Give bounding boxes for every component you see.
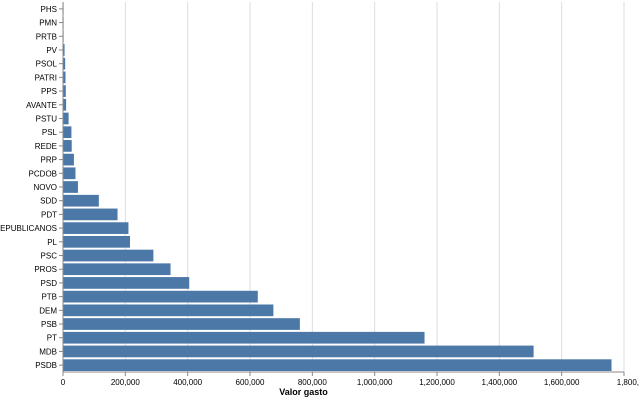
- y-tick-label: PRTB: [36, 32, 57, 41]
- x-tick-label: 1,200,000: [419, 378, 455, 387]
- x-tick-label: 0: [61, 378, 66, 387]
- bar: [63, 222, 129, 234]
- y-tick-label: PV: [46, 46, 57, 55]
- bar: [63, 126, 72, 139]
- bar: [63, 44, 65, 56]
- bar: [63, 71, 66, 84]
- y-tick-label: PSDB: [35, 361, 57, 370]
- x-tick-label: 400,000: [173, 378, 202, 387]
- bar: [63, 304, 274, 317]
- x-tick-label: 1,000,000: [357, 378, 393, 387]
- bar: [63, 359, 612, 371]
- bar: [63, 290, 258, 303]
- bar: [63, 318, 300, 330]
- y-tick-label: REPUBLICANOS: [0, 224, 57, 233]
- bar: [63, 345, 534, 358]
- bars: [63, 3, 612, 371]
- y-tick-label: PSC: [41, 252, 58, 261]
- x-tick-label: 800,000: [298, 378, 327, 387]
- x-tick-label: 1,600,000: [544, 378, 580, 387]
- y-tick-label: PCDOB: [29, 169, 57, 178]
- bar: [63, 194, 99, 207]
- y-tick-label: PRP: [41, 156, 57, 165]
- bar: [63, 167, 76, 180]
- y-tick-label: NOVO: [33, 183, 57, 192]
- y-tick-label: PSL: [42, 128, 58, 137]
- y-tick-label: PHS: [41, 5, 57, 14]
- y-tick-label: MDB: [39, 347, 57, 356]
- y-tick-label: PPS: [41, 87, 57, 96]
- y-tick-label: PMN: [39, 19, 57, 28]
- y-tick-label: PTB: [41, 293, 57, 302]
- x-axis-title: Valor gasto: [279, 387, 328, 397]
- bar: [63, 153, 74, 166]
- bar: [63, 85, 66, 97]
- bar: [63, 235, 131, 248]
- bar: [63, 181, 78, 193]
- y-tick-label: PATRI: [35, 73, 57, 82]
- bar: [63, 140, 72, 152]
- y-tick-label: PDT: [41, 210, 57, 219]
- bar: [63, 208, 118, 221]
- bar: [63, 277, 190, 289]
- y-tick-label: REDE: [35, 142, 57, 151]
- y-tick-label: PT: [47, 334, 57, 343]
- x-tick-label: 1,800,: [617, 378, 639, 387]
- y-axis: PHS PMN PRTB PV PSOL PATRI PPS AVANTE PSTU PSL RED…: [0, 2, 64, 372]
- bar: [63, 249, 154, 262]
- x-tick-label: 200,000: [111, 378, 140, 387]
- y-tick-label: SDD: [40, 197, 57, 206]
- x-axis: 0 200,000 400,000 600,000 800,000 1,000,000 1,…: [61, 371, 639, 387]
- bar: [63, 98, 67, 111]
- bar: [63, 112, 69, 125]
- y-tick-label: DEM: [39, 306, 57, 315]
- bar: [63, 331, 425, 344]
- y-tick-label: AVANTE: [26, 101, 57, 110]
- y-tick-label: PROS: [34, 265, 57, 274]
- x-tick-label: 1,400,000: [482, 378, 518, 387]
- y-tick-label: PSTU: [36, 114, 58, 123]
- grid-lines: [62, 2, 625, 372]
- y-tick-label: PL: [47, 238, 57, 247]
- bar: [63, 263, 171, 276]
- y-tick-label: PSD: [41, 279, 58, 288]
- y-tick-label: PSOL: [36, 60, 58, 69]
- y-tick-label: PSB: [41, 320, 57, 329]
- bar: [63, 57, 66, 70]
- x-tick-label: 600,000: [236, 378, 265, 387]
